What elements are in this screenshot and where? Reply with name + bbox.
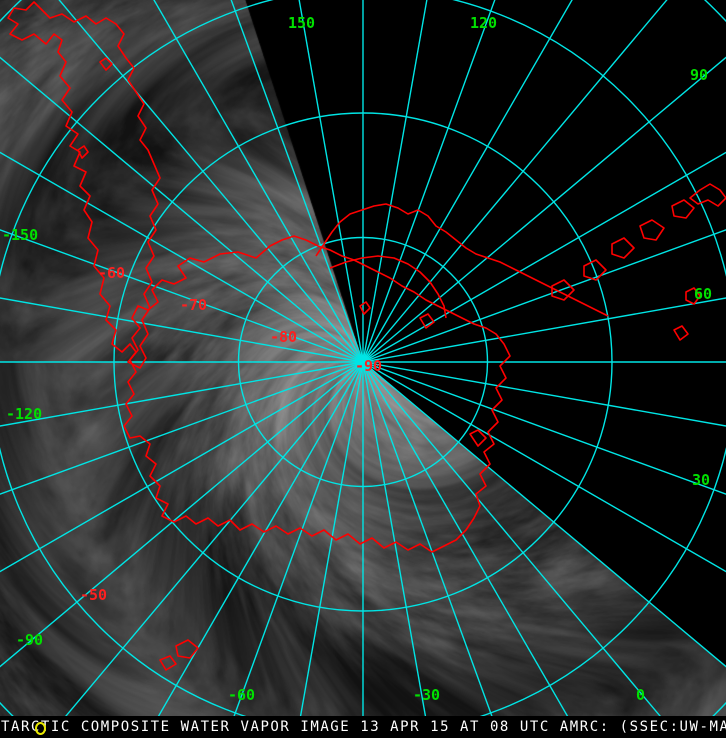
coastline-path-12 [673, 325, 689, 341]
longitude-label--120: -120 [6, 405, 43, 423]
caption-text: TARCTIC COMPOSITE WATER VAPOR IMAGE 13 A… [1, 719, 726, 735]
meridian-line-80 [362, 297, 726, 363]
coastline-path-6 [671, 199, 695, 219]
coastline-path-2 [123, 235, 511, 553]
coastline-path-1 [99, 57, 113, 71]
longitude-label--90: -90 [16, 631, 44, 649]
meridian-line--130 [0, 361, 364, 668]
meridian-line--110 [0, 361, 364, 495]
meridian-line-170 [362, 361, 431, 738]
longitude-label-120: 120 [470, 14, 498, 32]
longitude-label-150: 150 [288, 14, 316, 32]
latitude-label--70: -70 [180, 296, 208, 314]
coastline-path-18 [469, 429, 487, 447]
latitude-label--60: -60 [98, 264, 126, 282]
latitude-label--90: -90 [355, 357, 383, 375]
coastline-path-13 [175, 639, 199, 659]
meridian-line-100 [362, 361, 726, 427]
meridian-line--100 [0, 361, 364, 427]
longitude-label-60: 60 [694, 285, 713, 303]
meridian-line--10 [298, 0, 364, 363]
parallel-circle--80 [237, 236, 489, 488]
coastline-path-15 [77, 145, 89, 159]
meridian-line--40 [58, 0, 364, 363]
meridian-line--160 [225, 361, 364, 738]
meridian-line-150 [362, 361, 581, 738]
meridian-line--60 [0, 151, 364, 363]
longitude-label-0: 0 [636, 686, 646, 704]
coastline-path-17 [419, 313, 435, 329]
meridian-line--70 [0, 229, 364, 363]
caption-bar: TARCTIC COMPOSITE WATER VAPOR IMAGE 13 A… [0, 716, 726, 738]
meridian-line-10 [362, 0, 428, 363]
coastline-path-7 [639, 219, 665, 241]
coastline-path-4 [329, 255, 447, 319]
meridian-line-40 [362, 0, 668, 363]
meridian-line-30 [362, 0, 573, 363]
meridian-line-110 [362, 361, 726, 495]
meridian-line-140 [362, 361, 680, 738]
meridian-line--80 [0, 297, 364, 363]
coastline-path-11 [685, 287, 701, 305]
latitude-label--80: -80 [270, 328, 298, 346]
coastline-path-16 [359, 301, 371, 315]
meridian-line--20 [230, 0, 364, 363]
meridian-line--150 [145, 361, 364, 738]
coastline-path-5 [689, 183, 726, 207]
meridian-line-120 [362, 361, 726, 573]
longitude-label-90: 90 [690, 66, 709, 84]
parallel-circle--70 [113, 112, 613, 612]
coastline-outlines [7, 1, 726, 671]
meridian-line--140 [46, 361, 364, 738]
coastline-path-14 [159, 655, 177, 671]
latitude-label--50: -50 [80, 586, 108, 604]
longitude-label--60: -60 [228, 686, 256, 704]
pointer-ring-icon [35, 722, 46, 735]
meridian-line-160 [362, 361, 501, 738]
meridian-line--120 [0, 361, 364, 573]
coastline-path-9 [583, 259, 607, 281]
meridian-line-70 [362, 229, 726, 363]
longitude-label--150: -150 [2, 226, 39, 244]
longitude-label--30: -30 [413, 686, 441, 704]
meridian-line--30 [153, 0, 364, 363]
coastline-path-10 [551, 279, 575, 301]
coastline-path-3 [315, 203, 609, 317]
meridian-line-20 [362, 0, 496, 363]
longitude-label-30: 30 [692, 471, 711, 489]
meridian-line--50 [0, 56, 364, 363]
meridian-line--170 [295, 361, 364, 738]
meridian-line-130 [362, 361, 726, 668]
coastline-path-8 [611, 237, 635, 259]
